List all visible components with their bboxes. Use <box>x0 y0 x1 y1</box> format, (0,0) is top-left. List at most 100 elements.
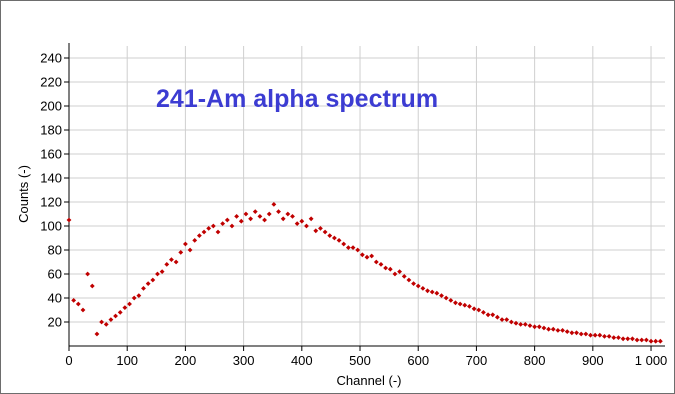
data-point <box>578 331 584 337</box>
data-point <box>220 221 226 226</box>
data-point <box>290 214 295 219</box>
chart-title: 241-Am alpha spectrum <box>156 85 438 113</box>
data-point <box>355 247 361 253</box>
data-point <box>224 217 230 223</box>
y-tick-label: 60 <box>48 267 62 282</box>
y-tick-label: 140 <box>40 171 62 186</box>
y-tick-label: 20 <box>48 315 62 330</box>
data-point <box>630 336 635 342</box>
data-point <box>508 319 514 325</box>
data-point <box>597 332 603 338</box>
data-point <box>634 337 640 343</box>
data-point <box>392 271 398 277</box>
data-point <box>103 322 109 327</box>
y-tick-label: 80 <box>48 243 62 258</box>
data-point <box>271 202 277 207</box>
data-point <box>616 335 621 340</box>
data-point <box>383 265 389 271</box>
data-point <box>252 209 258 214</box>
data-point <box>541 325 547 331</box>
data-point <box>494 314 500 320</box>
data-point <box>238 218 244 224</box>
data-point <box>127 301 132 307</box>
data-point <box>108 317 114 322</box>
data-point <box>574 330 579 336</box>
y-tick-label: 240 <box>40 51 62 66</box>
data-point <box>406 277 412 283</box>
data-point <box>611 335 617 340</box>
data-point <box>94 331 100 337</box>
data-point <box>434 290 440 296</box>
data-point <box>243 211 249 217</box>
data-point <box>546 326 551 332</box>
data-point <box>131 295 137 301</box>
data-point <box>117 310 123 315</box>
data-point <box>150 277 156 283</box>
x-tick-label: 1 000 <box>635 353 668 368</box>
data-point <box>341 241 347 247</box>
y-tick-label: 120 <box>40 195 62 210</box>
axes <box>64 43 665 351</box>
x-tick-label: 400 <box>291 353 313 368</box>
data-point <box>336 238 342 243</box>
data-point <box>425 288 430 294</box>
data-point <box>229 223 235 229</box>
data-point <box>550 326 556 332</box>
data-point <box>215 229 221 235</box>
data-point <box>276 209 281 214</box>
data-point <box>155 271 160 277</box>
data-point <box>99 319 104 325</box>
data-point <box>448 298 454 303</box>
data-point <box>373 259 379 265</box>
data-point <box>653 338 659 344</box>
data-point <box>75 301 81 307</box>
data-point <box>378 262 384 267</box>
data-point <box>513 320 519 326</box>
data-point <box>648 338 654 344</box>
data-point <box>248 216 253 222</box>
data-point <box>280 216 286 222</box>
data-point <box>85 271 91 277</box>
data-point <box>439 293 444 298</box>
data-point <box>481 310 486 315</box>
data-point <box>345 245 351 250</box>
y-tick-label: 180 <box>40 123 62 138</box>
x-tick-label: 900 <box>582 353 604 368</box>
x-axis-label: Channel (-) <box>336 373 401 388</box>
data-point <box>467 304 472 309</box>
data-point <box>332 235 337 241</box>
data-point <box>266 211 272 217</box>
data-point <box>527 323 533 328</box>
y-axis-label: Counts (-) <box>16 165 31 223</box>
data-point <box>387 266 393 272</box>
data-point <box>657 338 663 344</box>
data-point <box>429 289 435 295</box>
data-point <box>234 214 240 219</box>
y-tick-label: 200 <box>40 99 62 114</box>
data-point <box>136 293 142 298</box>
data-point <box>196 233 202 238</box>
data-point <box>141 286 146 291</box>
data-point <box>401 274 407 279</box>
data-point <box>560 328 565 333</box>
data-point <box>80 307 86 313</box>
data-point <box>285 211 291 217</box>
data-point <box>369 253 375 259</box>
data-point <box>173 259 179 265</box>
x-tick-label: 500 <box>349 353 371 368</box>
data-point <box>66 217 72 223</box>
x-tick-label: 600 <box>407 353 429 368</box>
data-point <box>145 281 151 286</box>
data-point <box>257 214 263 219</box>
data-point <box>113 313 118 319</box>
grid <box>69 46 665 346</box>
data-point <box>89 283 95 289</box>
data-point <box>313 228 319 234</box>
data-point <box>327 233 333 238</box>
data-point <box>602 334 607 339</box>
data-point <box>359 252 365 258</box>
data-point <box>420 286 426 291</box>
data-point <box>169 257 174 262</box>
